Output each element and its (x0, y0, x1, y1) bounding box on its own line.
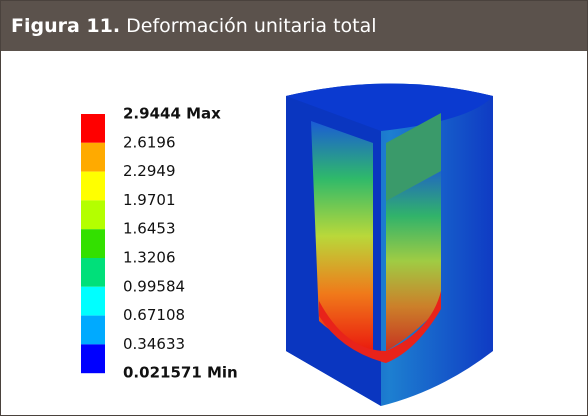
legend-label: 2.9444 Max (123, 105, 221, 123)
model-render (286, 84, 493, 407)
legend-label: 0.34633 (123, 335, 185, 353)
figure-title: Deformación unitaria total (126, 15, 376, 37)
figure: Figura 11. Deformación unitaria total (0, 0, 588, 416)
figure-body: 2.9444 Max 2.6196 2.2949 1.9701 1.6453 1.3206… (1, 51, 587, 415)
legend-label: 2.2949 (123, 162, 176, 180)
legend-label: 2.6196 (123, 133, 176, 151)
legend-swatch (81, 287, 105, 316)
legend-swatch (81, 114, 105, 143)
legend-swatch (81, 344, 105, 373)
legend-swatch (81, 172, 105, 201)
figure-label: Figura 11. (11, 15, 120, 37)
legend-swatch (81, 143, 105, 172)
legend-swatch (81, 258, 105, 287)
legend-label: 1.6453 (123, 220, 176, 238)
legend-label: 0.99584 (123, 277, 185, 295)
legend-swatch (81, 229, 105, 258)
legend-label: 0.021571 Min (123, 364, 238, 382)
legend: 2.9444 Max 2.6196 2.2949 1.9701 1.6453 1.3206… (81, 105, 238, 382)
figure-header: Figura 11. Deformación unitaria total (1, 1, 587, 51)
legend-label: 1.9701 (123, 191, 176, 209)
legend-label: 1.3206 (123, 249, 176, 267)
legend-swatch (81, 200, 105, 229)
legend-swatch (81, 316, 105, 345)
legend-label: 0.67108 (123, 306, 185, 324)
